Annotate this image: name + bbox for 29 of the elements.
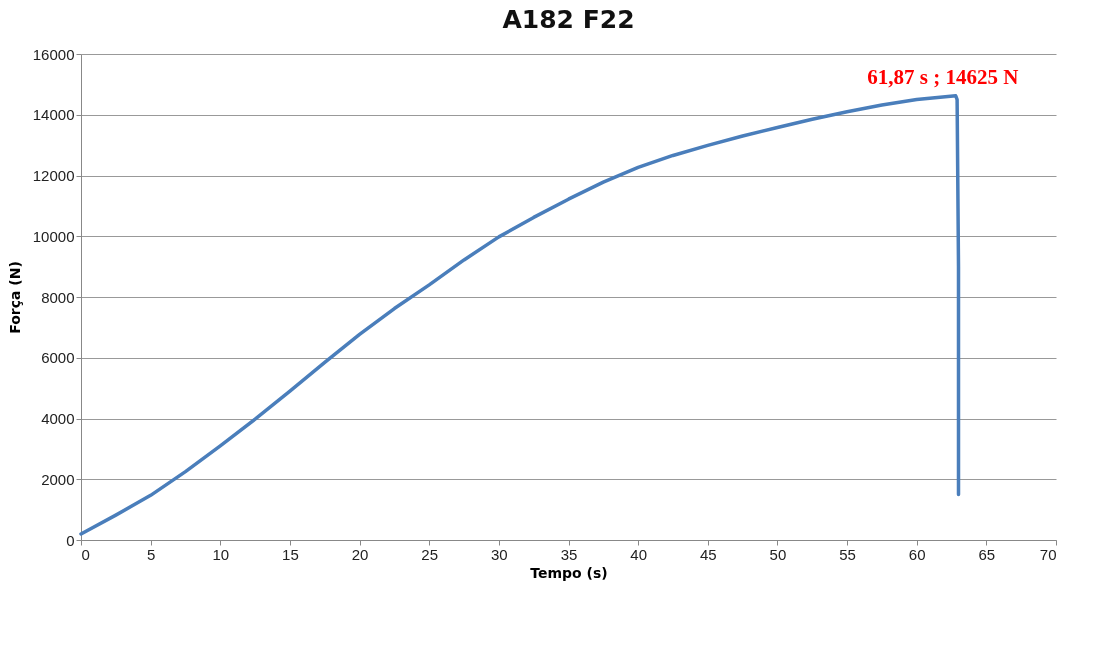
x-tick-label: 35 (560, 545, 578, 563)
y-tick-label: 16000 (32, 45, 75, 63)
x-tick-label: 0 (81, 545, 90, 563)
x-tick-label: 10 (212, 545, 230, 563)
x-tick-label: 60 (908, 545, 926, 563)
x-tick-label: 5 (146, 545, 156, 563)
y-tick-label: 4000 (41, 410, 75, 427)
x-tick-label: 55 (839, 545, 856, 563)
x-tick-label: 15 (282, 545, 299, 563)
x-tick-label: 40 (630, 545, 647, 563)
x-axis-title: Tempo (s) (530, 564, 608, 581)
y-tick-label: 12000 (32, 167, 75, 184)
x-tick-label: 25 (421, 545, 439, 563)
x-tick-label: 30 (491, 545, 508, 563)
x-tick-label: 20 (351, 545, 369, 563)
y-tick-label: 10000 (32, 227, 75, 245)
y-tick-label: 6000 (41, 349, 75, 367)
x-tick-label: 50 (769, 545, 787, 563)
x-tick-label: 70 (1039, 545, 1057, 563)
y-axis-title: Força (N) (6, 261, 23, 334)
line-series (79, 94, 961, 536)
annotation: 61,87 s ; 14625 N (867, 64, 1019, 89)
y-tick-label: 0 (66, 531, 75, 549)
y-tick-label: 14000 (32, 106, 75, 124)
x-tick-label: 65 (978, 545, 996, 563)
x-tick-label: 45 (699, 545, 717, 563)
chart-title: A182 F22 (502, 5, 635, 34)
y-tick-label: 2000 (41, 470, 75, 488)
y-tick-label: 8000 (41, 288, 75, 306)
